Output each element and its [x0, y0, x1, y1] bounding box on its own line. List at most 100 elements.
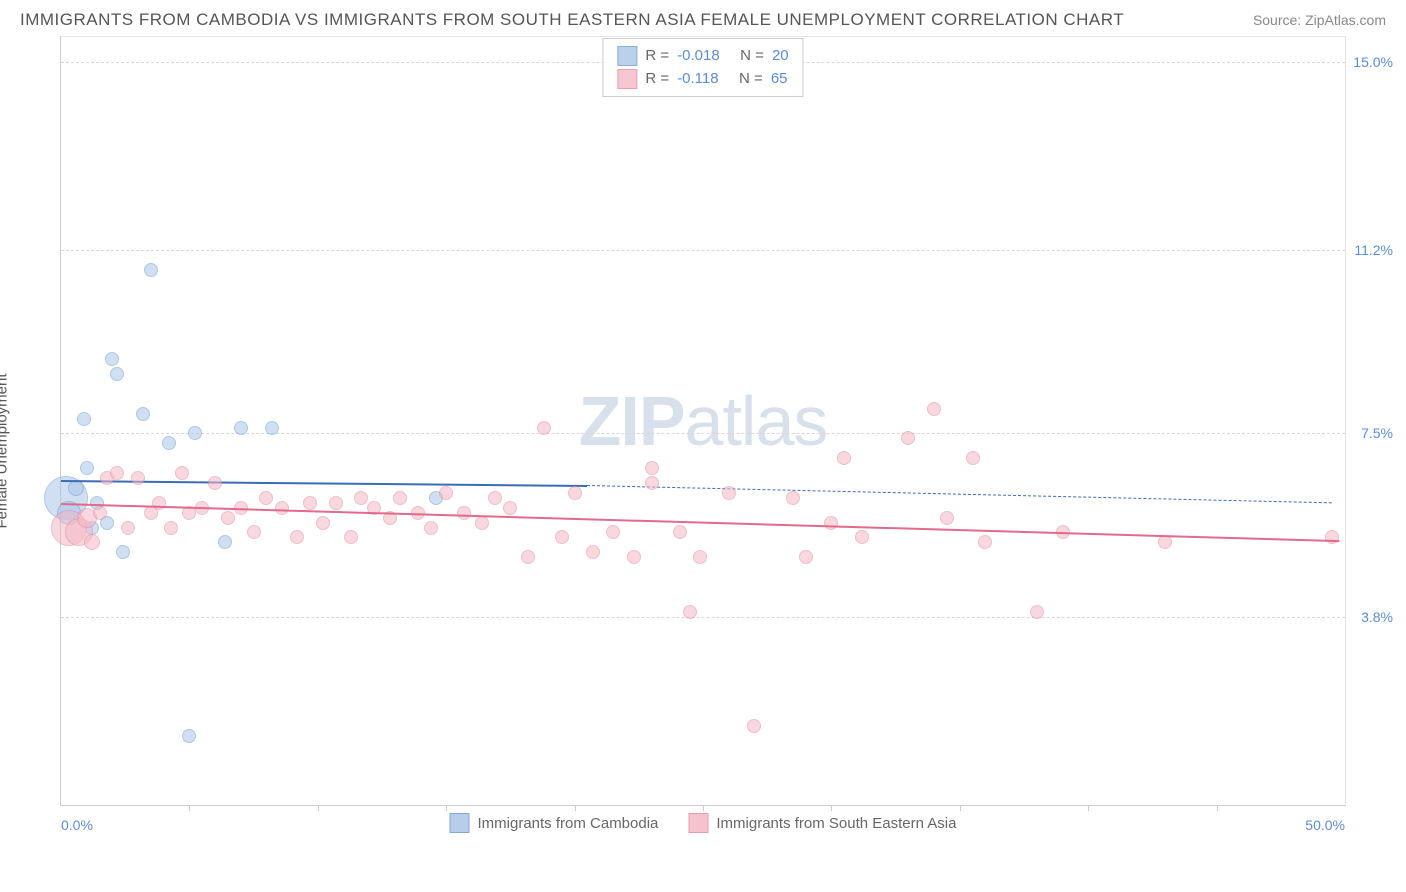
legend-r-value: -0.118: [677, 68, 718, 91]
data-point: [457, 506, 471, 520]
watermark-zip: ZIP: [579, 382, 685, 460]
data-point: [683, 605, 697, 619]
data-point: [354, 491, 368, 505]
xtick: [189, 805, 190, 811]
data-point: [93, 506, 107, 520]
data-point: [855, 530, 869, 544]
source-prefix: Source:: [1253, 12, 1305, 28]
data-point: [247, 525, 261, 539]
data-point: [188, 426, 202, 440]
series-name: Immigrants from Cambodia: [478, 815, 659, 832]
plot-region: ZIPatlas 15.0%11.2%7.5%3.8%0.0%50.0%R = …: [60, 36, 1346, 806]
series-legend-item: Immigrants from Cambodia: [450, 813, 659, 833]
data-point: [978, 535, 992, 549]
watermark: ZIPatlas: [579, 381, 828, 461]
data-point: [645, 461, 659, 475]
chart-area: Female Unemployment ZIPatlas 15.0%11.2%7…: [10, 36, 1396, 866]
data-point: [1325, 530, 1339, 544]
data-point: [837, 451, 851, 465]
data-point: [503, 501, 517, 515]
data-point: [164, 521, 178, 535]
data-point: [1158, 535, 1172, 549]
data-point: [488, 491, 502, 505]
data-point: [110, 466, 124, 480]
data-point: [521, 550, 535, 564]
chart-title: IMMIGRANTS FROM CAMBODIA VS IMMIGRANTS F…: [20, 10, 1124, 30]
legend-r-label: R =: [645, 45, 669, 68]
data-point: [475, 516, 489, 530]
data-point: [627, 550, 641, 564]
data-point: [234, 421, 248, 435]
data-point: [393, 491, 407, 505]
source-label: Source: ZipAtlas.com: [1253, 12, 1386, 28]
legend-r-value: -0.018: [677, 45, 720, 68]
data-point: [424, 521, 438, 535]
data-point: [645, 476, 659, 490]
data-point: [606, 525, 620, 539]
legend-swatch: [688, 813, 708, 833]
legend-swatch: [450, 813, 470, 833]
data-point: [537, 421, 551, 435]
title-row: IMMIGRANTS FROM CAMBODIA VS IMMIGRANTS F…: [10, 10, 1396, 36]
legend-row: R = -0.018 N = 20: [617, 45, 788, 68]
data-point: [901, 431, 915, 445]
data-point: [84, 534, 100, 550]
data-point: [799, 550, 813, 564]
data-point: [673, 525, 687, 539]
data-point: [136, 407, 150, 421]
legend-row: R = -0.118 N = 65: [617, 68, 788, 91]
data-point: [175, 466, 189, 480]
data-point: [316, 516, 330, 530]
ytick-label: 3.8%: [1361, 609, 1393, 625]
data-point: [208, 476, 222, 490]
y-axis-label: Female Unemployment: [0, 373, 11, 528]
data-point: [218, 535, 232, 549]
data-point: [68, 480, 84, 496]
correlation-legend: R = -0.018 N = 20R = -0.118 N = 65: [602, 38, 803, 97]
data-point: [940, 511, 954, 525]
data-point: [77, 412, 91, 426]
xtick: [831, 805, 832, 811]
data-point: [586, 545, 600, 559]
trend-line: [587, 485, 1332, 503]
data-point: [110, 367, 124, 381]
data-point: [722, 486, 736, 500]
data-point: [555, 530, 569, 544]
ytick-label: 7.5%: [1361, 425, 1393, 441]
legend-n-value: 20: [772, 45, 789, 68]
data-point: [221, 511, 235, 525]
data-point: [786, 491, 800, 505]
source-name: ZipAtlas.com: [1305, 12, 1386, 28]
series-legend: Immigrants from Cambodia Immigrants from …: [450, 813, 957, 833]
data-point: [259, 491, 273, 505]
ytick-label: 15.0%: [1353, 54, 1393, 70]
xtick: [1088, 805, 1089, 811]
data-point: [439, 486, 453, 500]
gridline: [61, 617, 1345, 618]
xtick: [318, 805, 319, 811]
data-point: [275, 501, 289, 515]
data-point: [927, 402, 941, 416]
data-point: [116, 545, 130, 559]
xtick: [703, 805, 704, 811]
x-axis-label-left: 0.0%: [61, 817, 93, 833]
data-point: [747, 719, 761, 733]
watermark-atlas: atlas: [685, 382, 828, 460]
data-point: [121, 521, 135, 535]
legend-r-label: R =: [645, 68, 669, 91]
data-point: [1030, 605, 1044, 619]
legend-n-label: N =: [727, 68, 763, 91]
x-axis-label-right: 50.0%: [1305, 817, 1345, 833]
series-legend-item: Immigrants from South Eastern Asia: [688, 813, 956, 833]
ytick-label: 11.2%: [1354, 242, 1393, 258]
data-point: [105, 352, 119, 366]
data-point: [144, 263, 158, 277]
data-point: [80, 461, 94, 475]
legend-n-value: 65: [771, 68, 788, 91]
legend-n-label: N =: [728, 45, 764, 68]
legend-swatch: [617, 69, 637, 89]
xtick: [1217, 805, 1218, 811]
data-point: [568, 486, 582, 500]
data-point: [131, 471, 145, 485]
series-name: Immigrants from South Eastern Asia: [716, 815, 956, 832]
